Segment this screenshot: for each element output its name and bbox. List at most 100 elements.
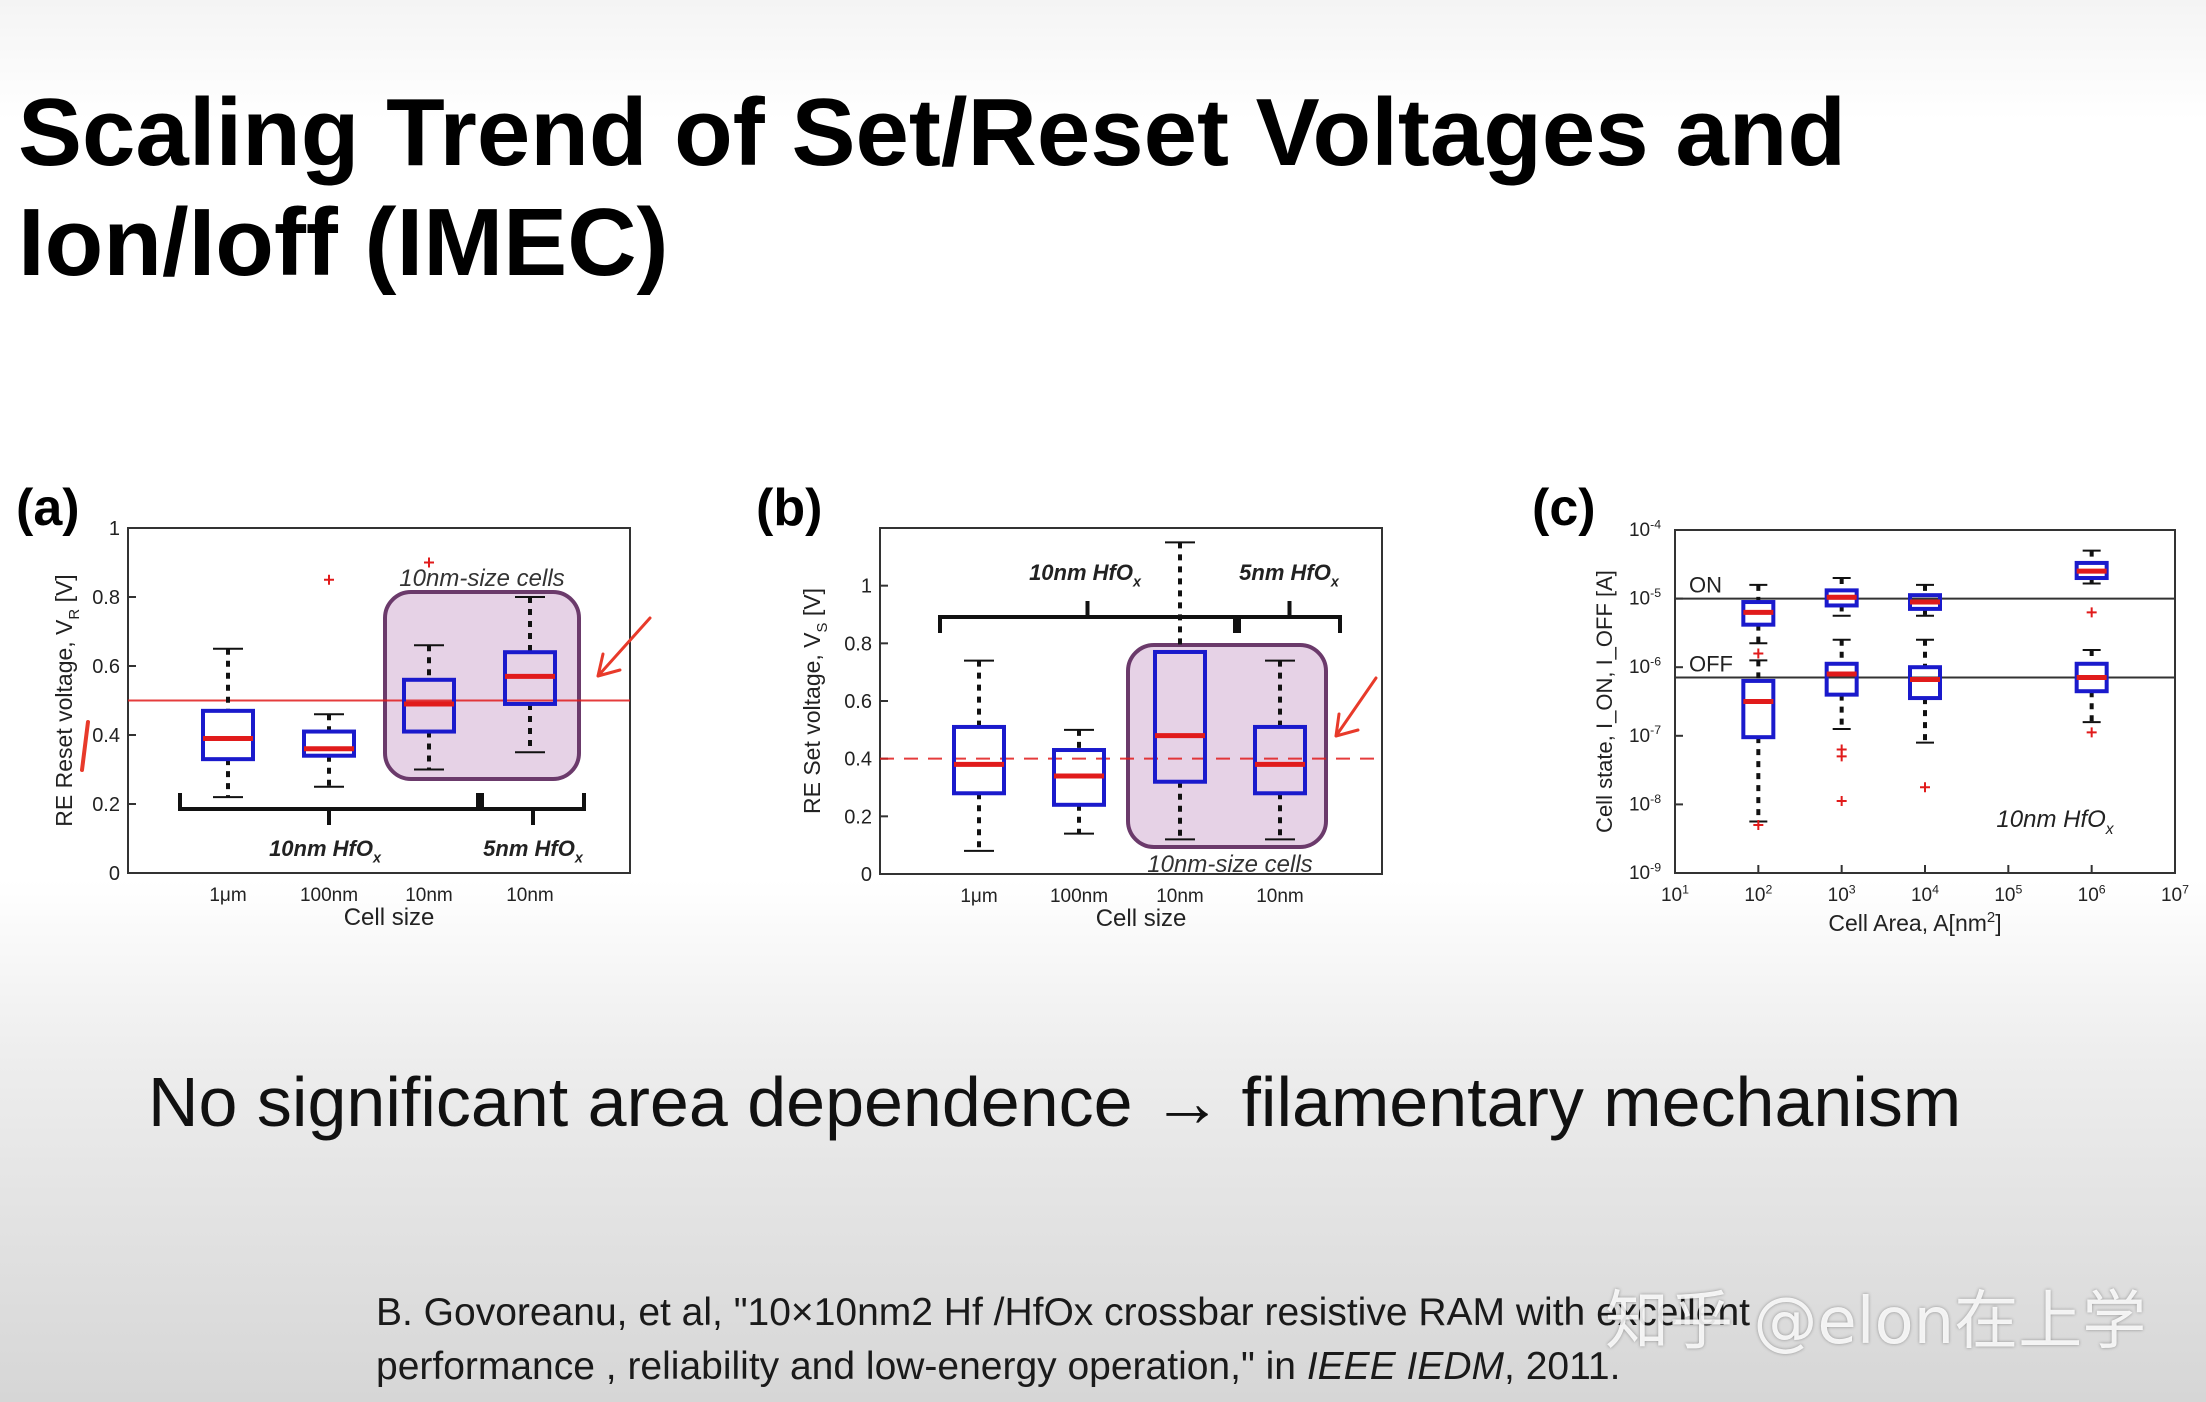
panel-b-xtick-label-2: 10nm <box>1156 886 1204 907</box>
panel-b-box-3-box <box>1253 724 1307 796</box>
panel-c-on-box-0 <box>1741 583 1776 659</box>
panel-a-ylabel-main: RE Reset voltage, V <box>51 619 77 827</box>
panel-b-xtick-label-1: 100nm <box>1050 886 1108 907</box>
panel-b-ylabel: RE Set voltage, VS [V] <box>799 588 831 814</box>
panel-c-xlabel-sub: 2 <box>1987 909 1995 926</box>
panel-c-ytick-label-3: 10-6 <box>1629 655 1661 679</box>
panel-c-on-box-2 <box>1908 583 1942 617</box>
panel-c-xtick-label-3: 104 <box>1911 882 1939 906</box>
panel-c-ytick-label-0: 10-9 <box>1629 860 1661 884</box>
panel-c-xtick-label-6-sub: 7 <box>2182 882 2189 896</box>
panel-c-off-label: OFF <box>1689 651 1733 676</box>
panel-b-brace-5nm <box>1237 601 1342 633</box>
panel-c-material-label: 10nm HfOx <box>1996 806 2114 838</box>
panel-c-xtick-label-4: 105 <box>1994 882 2022 906</box>
panel-a-box-1 <box>302 574 356 788</box>
panel-b-group-5nm-label: 5nm HfOx <box>1239 560 1340 591</box>
panel-b-box-2-box <box>1153 649 1207 784</box>
panel-label-b: (b) <box>756 479 823 537</box>
panel-c-xtick-label-4-main: 10 <box>1994 885 2015 906</box>
panel-c-xtick-label-4-sub: 5 <box>2015 882 2022 896</box>
panel-a-ytick-label-0: 0 <box>109 863 120 885</box>
panel-c-xtick-label-5-main: 10 <box>2078 885 2099 906</box>
panel-a-ytick-label-2: 0.4 <box>92 725 120 747</box>
panel-c-xtick-label-5-sub: 6 <box>2099 882 2106 896</box>
panel-a-xtick-label-1: 100nm <box>300 885 358 906</box>
panel-b-xtick-label-0: 1μm <box>960 886 997 907</box>
panel-a-box-2 <box>402 557 456 771</box>
panel-c-xtick-label-2-sub: 3 <box>1849 882 1856 896</box>
panel-a-ylabel-tail: [V] <box>51 574 77 609</box>
slide-title: Scaling Trend of Set/Reset Voltages and … <box>18 78 2118 298</box>
panel-c-ytick-label-1-sub: -8 <box>1650 792 1661 806</box>
panel-b-group-10nm-label-sub: x <box>1132 575 1142 591</box>
panel-a-brace-5nm <box>480 793 586 825</box>
conclusion-text: No significant area dependence → filamen… <box>148 1063 1962 1141</box>
panel-c-xtick-label-6: 107 <box>2161 882 2189 906</box>
panel-a-highlight-region <box>383 590 581 781</box>
watermark: 知乎 @elon在上学 <box>1605 1285 2147 1359</box>
panel-c-on-label: ON <box>1689 573 1722 598</box>
panel-a-box-0-box <box>201 708 255 762</box>
panel-b-group-5nm-label-sub: x <box>1330 575 1340 591</box>
panel-c-ytick-label-4: 10-5 <box>1629 586 1661 610</box>
panel-a-group-5nm-label-sub: x <box>574 851 584 867</box>
panel-c-ytick-label-3-main: 10 <box>1629 657 1650 678</box>
panel-c-xtick-label-1-sub: 2 <box>1765 882 1772 896</box>
panel-label-c: (c) <box>1532 479 1596 537</box>
panel-a-annotation-arrow <box>596 616 652 678</box>
panel-c-ytick-label-4-main: 10 <box>1629 589 1650 610</box>
panel-c-off-box-3 <box>2074 649 2109 738</box>
panel-c-ylabel: Cell state, I_ON, I_OFF [A] <box>1592 570 1617 833</box>
panel-c-off-box-2-box <box>1908 665 1942 701</box>
panel-a-hand-mark <box>80 720 90 772</box>
panel-b-box-0-box <box>952 724 1006 796</box>
panel-b-ylabel-main: RE Set voltage, V <box>799 632 825 814</box>
panel-b-ytick-label-2: 0.4 <box>844 749 872 771</box>
panel-a-box-1-box <box>302 729 356 758</box>
citation: B. Govoreanu, et al, "10×10nm2 Hf /HfOx … <box>376 1286 2176 1394</box>
panel-b-ytick-label-1: 0.2 <box>844 806 872 828</box>
panel-a-xlabel: Cell size <box>344 904 435 931</box>
panel-c-on-box-3-outlier-0 <box>2086 607 2097 618</box>
panel-a-xtick-label-0: 1μm <box>209 885 246 906</box>
panel-b-annotation-arrow <box>1334 676 1378 738</box>
panel-b-highlight-region <box>1126 643 1328 849</box>
panel-a-group-5nm-label-main: 5nm HfO <box>483 836 575 861</box>
panel-c-off-box-2 <box>1908 638 1942 793</box>
panel-c-off-box-3-outlier-0 <box>2086 727 2097 738</box>
panel-c-off-box-1-box <box>1824 661 1859 697</box>
panel-a-group-10nm-label-sub: x <box>372 851 382 867</box>
panel-c-ytick-label-2-main: 10 <box>1629 726 1650 747</box>
panel-a-highlight-label: 10nm-size cells <box>399 565 564 592</box>
panel-c-ytick-label-4-sub: -5 <box>1650 586 1661 600</box>
panel-c-xtick-label-1-main: 10 <box>1744 885 1765 906</box>
panel-c-xtick-label-5: 106 <box>2078 882 2106 906</box>
slide-title-line2: Ion/Ioff (IMEC) <box>18 189 669 296</box>
citation-year: , 2011. <box>1504 1345 1621 1388</box>
panel-a-ylabel-sub: R <box>66 609 83 620</box>
panel-b-ytick-label-5: 1 <box>861 576 872 598</box>
panel-a-ytick-label-1: 0.2 <box>92 794 120 816</box>
panel-c-ytick-label-0-main: 10 <box>1629 863 1650 884</box>
panel-b-box-2 <box>1153 541 1207 841</box>
panel-c-material-label-sub: x <box>2105 821 2115 838</box>
panel-b-group-5nm-label-main: 5nm HfO <box>1239 560 1331 585</box>
panel-a-xtick-label-3: 10nm <box>506 885 554 906</box>
panel-c-on-box-3 <box>2074 549 2109 618</box>
panel-c-ytick-label-0-sub: -9 <box>1650 860 1661 874</box>
panel-c-off-box-0-outlier-0 <box>1753 819 1764 830</box>
panel-c-xtick-label-2: 103 <box>1828 882 1856 906</box>
panel-a-xtick-label-2: 10nm <box>405 885 453 906</box>
panel-c-xtick-label-6-main: 10 <box>2161 885 2182 906</box>
panel-b-ylabel-tail: [V] <box>799 588 825 623</box>
panel-c-xlabel: Cell Area, A[nm2] <box>1828 909 2001 936</box>
panel-b-box-0 <box>952 659 1006 852</box>
panel-c-material-label-main: 10nm HfO <box>1996 806 2105 833</box>
panel-b-ytick-label-4: 0.8 <box>844 633 872 655</box>
panel-c-on-box-0-outlier-0 <box>1753 648 1764 659</box>
panel-c-ytick-label-5-main: 10 <box>1629 520 1650 541</box>
panel-c-off-box-0 <box>1741 659 1776 830</box>
panel-c-xlabel-main: Cell Area, A[nm <box>1828 910 1987 936</box>
panel-a-box-3 <box>503 596 557 754</box>
